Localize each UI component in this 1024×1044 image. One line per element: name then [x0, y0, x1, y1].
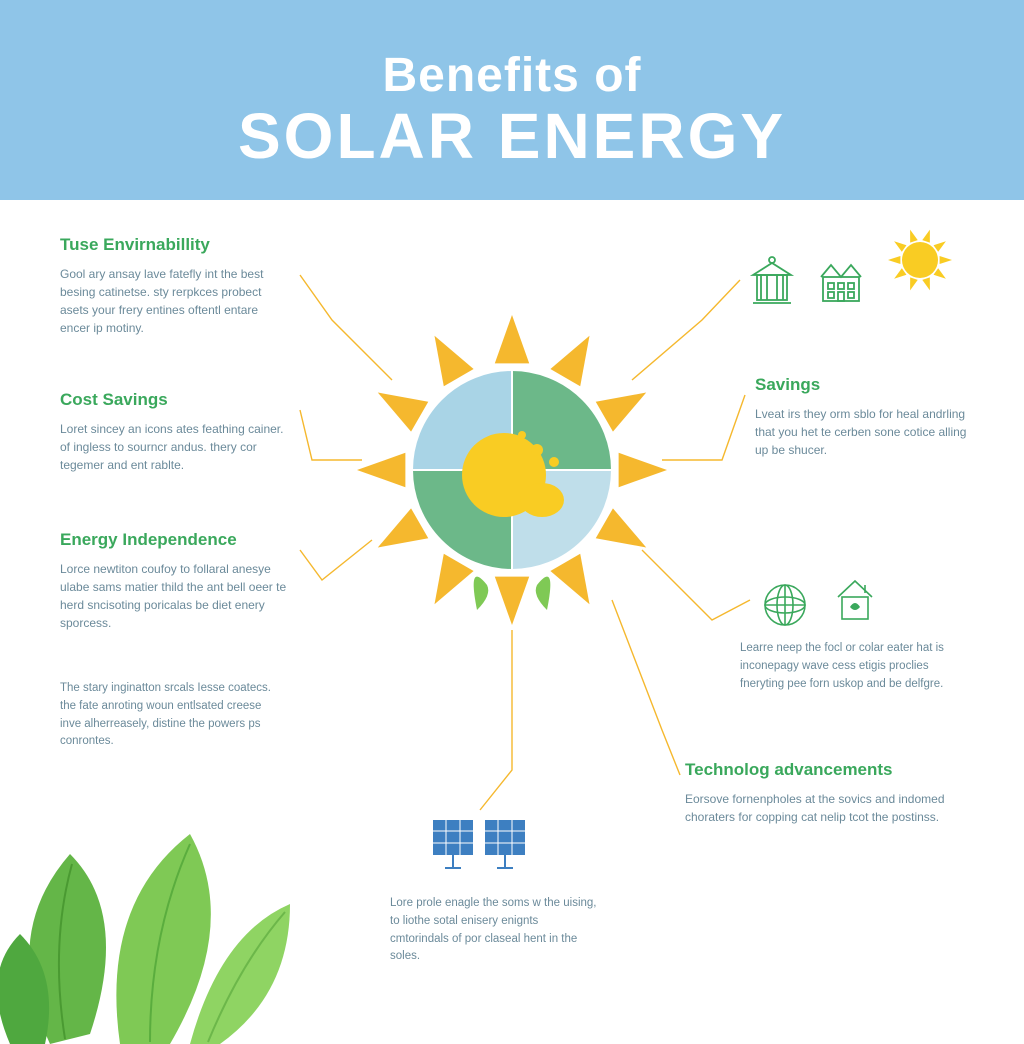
header-title-line2: SOLAR ENERGY — [238, 99, 786, 173]
section-tech-title: Technolog advancements — [685, 760, 975, 780]
govt-building-icon — [745, 255, 800, 310]
section-indep-title: Energy Independence — [60, 530, 290, 550]
section-savings-body: Lveat irs they orm sblo for heal andrlin… — [755, 405, 975, 459]
header-title-line1: Benefits of — [382, 48, 641, 103]
section-envir: Tuse Envirnabillity Gool ary ansay lave … — [60, 235, 290, 337]
header-banner: Benefits of SOLAR ENERGY — [0, 0, 1024, 200]
section-envir-title: Tuse Envirnabillity — [60, 235, 290, 255]
section-indep-body: Lorce newtiton coufoy to follaral anesye… — [60, 560, 290, 632]
section-indep: Energy Independence Lorce newtiton coufo… — [60, 530, 290, 632]
section-globe: Learre neep the focl or colar eater hat … — [740, 640, 970, 693]
content-area: Tuse Envirnabillity Gool ary ansay lave … — [0, 200, 1024, 1024]
section-bottom: Lore prole enagle the soms w the uising,… — [390, 895, 600, 966]
small-sun-icon — [880, 220, 960, 300]
eco-house-icon — [830, 575, 880, 625]
section-extra: The stary inginatton srcals Iesse coatec… — [60, 680, 280, 751]
section-cost-title: Cost Savings — [60, 390, 290, 410]
section-globe-body: Learre neep the focl or colar eater hat … — [740, 640, 970, 693]
section-cost: Cost Savings Loret sincey an icons ates … — [60, 390, 290, 474]
section-extra-body: The stary inginatton srcals Iesse coatec… — [60, 680, 280, 751]
sun-earth-icon — [312, 270, 712, 670]
section-envir-body: Gool ary ansay lave fatefly int the best… — [60, 265, 290, 337]
section-cost-body: Loret sincey an icons ates feathing cain… — [60, 420, 290, 474]
section-tech: Technolog advancements Eorsove fornenpho… — [685, 760, 975, 826]
leaf-cluster-icon — [0, 764, 310, 1044]
solar-panels-icon — [425, 815, 535, 885]
section-savings: Savings Lveat irs they orm sblo for heal… — [755, 375, 975, 459]
section-tech-body: Eorsove fornenpholes at the sovics and i… — [685, 790, 975, 826]
section-bottom-body: Lore prole enagle the soms w the uising,… — [390, 895, 600, 966]
section-savings-title: Savings — [755, 375, 975, 395]
globe-icon — [760, 580, 810, 630]
house-row-icon — [815, 255, 870, 310]
